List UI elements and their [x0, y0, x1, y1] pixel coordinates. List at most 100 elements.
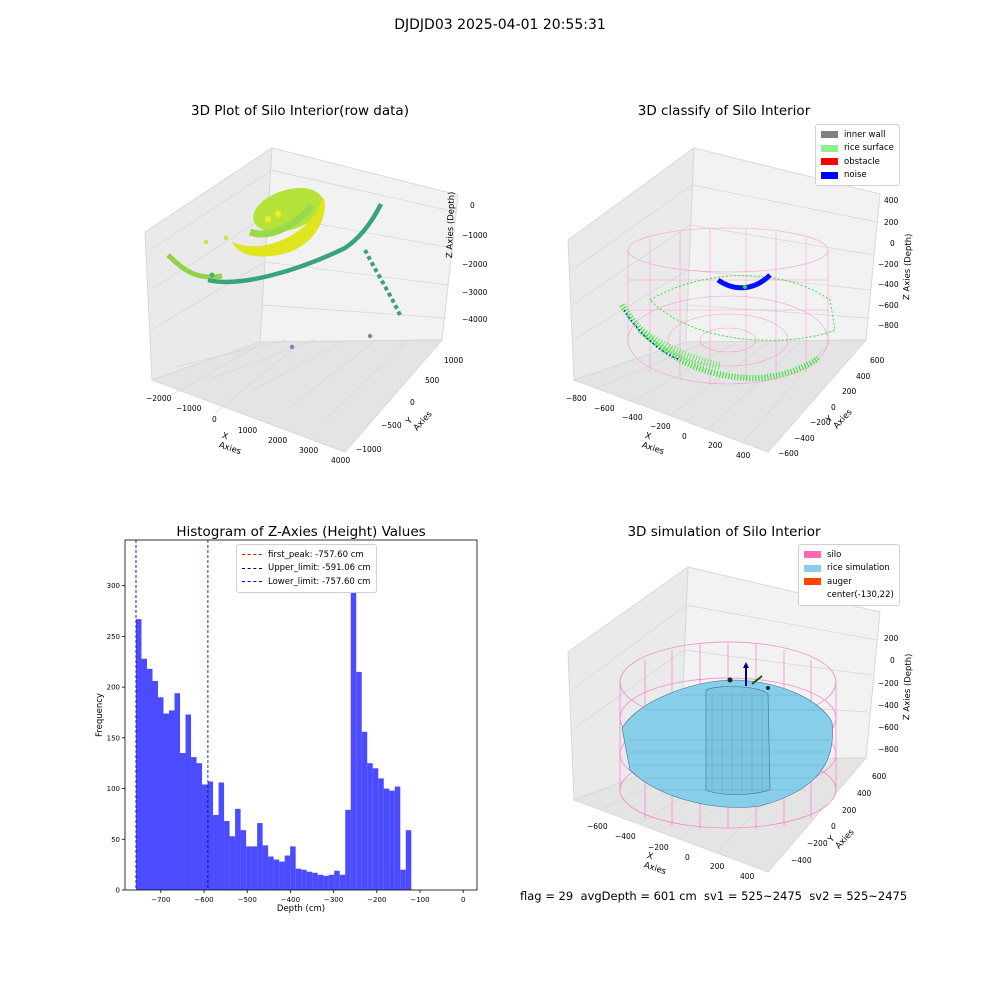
- legend-label: obstacle: [844, 156, 880, 167]
- histogram-y-tick-label: 50: [111, 836, 120, 844]
- classify-y-tick: −600: [778, 449, 799, 458]
- legend-entry: first_peak: -757.60 cm: [242, 548, 371, 562]
- histogram-y-tick-label: 300: [107, 582, 120, 590]
- classify-y-tick: 0: [831, 403, 836, 412]
- histogram-bar: [157, 697, 164, 890]
- classify-z-tick: 0: [890, 239, 895, 248]
- histogram-bar: [317, 874, 324, 890]
- raw-z-tick: −1000: [462, 231, 488, 240]
- legend-label: Upper_limit: -591.06 cm: [268, 563, 371, 574]
- legend-entry: center(-130,22): [804, 589, 894, 603]
- histogram-bar: [273, 859, 280, 890]
- legend-entry: auger: [804, 575, 894, 589]
- histogram-bar: [350, 556, 357, 890]
- sim-y-tick: 0: [831, 822, 836, 831]
- histogram-bar: [191, 757, 197, 890]
- legend-entry: rice surface: [821, 142, 894, 156]
- legend-swatch: [804, 551, 821, 559]
- histogram-bar: [169, 710, 175, 890]
- histogram-bar: [185, 714, 192, 890]
- classify-y-tick: −400: [794, 434, 815, 443]
- legend-entry: rice simulation: [804, 562, 894, 576]
- sim-x-tick: −200: [648, 843, 669, 852]
- legend-entry: obstacle: [821, 155, 894, 169]
- raw-x-tick: −1000: [176, 404, 202, 413]
- legend-label: inner wall: [844, 129, 886, 140]
- histogram-bar: [378, 778, 384, 890]
- legend-label: first_peak: -757.60 cm: [268, 549, 364, 560]
- sim-legend: silo rice simulation auger center(-130,2…: [798, 544, 900, 606]
- sim-x-tick: 0: [685, 853, 690, 862]
- classify-x-tick: −400: [622, 413, 643, 422]
- raw-y-tick: 500: [425, 376, 440, 385]
- histogram-bar: [284, 855, 291, 890]
- histogram-bar: [301, 869, 307, 890]
- histogram-bar: [383, 788, 390, 890]
- histogram-y-tick-label: 100: [107, 785, 120, 793]
- histogram-bar: [224, 821, 230, 890]
- legend-label: Lower_limit: -757.60 cm: [268, 576, 371, 587]
- histogram-bar: [163, 713, 170, 890]
- histogram-bar: [251, 846, 258, 890]
- classify-z-tick: −400: [878, 280, 899, 289]
- histogram-bar: [218, 782, 225, 890]
- raw-x-tick: 0: [212, 415, 217, 424]
- histogram-bar: [196, 763, 203, 890]
- classify-x-tick: −800: [566, 394, 587, 403]
- histogram-x-tick-label: −100: [410, 896, 429, 904]
- histogram-bar: [262, 845, 269, 890]
- raw-z-tick: −2000: [462, 260, 488, 269]
- histogram-bar: [290, 846, 296, 890]
- histogram-x-tick-label: −200: [367, 896, 386, 904]
- sim-z-tick: 0: [890, 656, 895, 665]
- raw-plot-title: 3D Plot of Silo Interior(row data): [191, 103, 409, 119]
- histogram-title: Histogram of Z-Axies (Height) Values: [176, 524, 426, 540]
- histogram-bar: [229, 836, 236, 890]
- histogram-x-tick-label: −500: [238, 896, 257, 904]
- legend-swatch: [821, 171, 838, 179]
- sim-y-tick: 600: [872, 772, 887, 781]
- raw-y-tick: 0: [410, 398, 415, 407]
- histogram-bar: [361, 731, 368, 890]
- histogram-bar: [405, 830, 412, 890]
- legend-entry: Lower_limit: -757.60 cm: [242, 575, 371, 589]
- raw-z-tick: 0: [470, 201, 475, 210]
- histogram-bar: [312, 872, 318, 890]
- legend-label: auger: [827, 576, 852, 587]
- classify-y-tick: −200: [810, 418, 831, 427]
- status-text: flag = 29 avgDepth = 601 cm sv1 = 525~24…: [520, 889, 908, 903]
- histogram-bar: [295, 868, 302, 890]
- histogram-x-tick-label: −400: [281, 896, 300, 904]
- histogram-y-tick-label: 250: [107, 633, 120, 641]
- classify-y-tick: 600: [870, 356, 885, 365]
- legend-entry: inner wall: [821, 128, 894, 142]
- sim-y-tick: 400: [857, 789, 872, 798]
- histogram-y-tick-label: 150: [107, 734, 120, 742]
- classify-z-tick: −200: [878, 260, 899, 269]
- histogram-bar: [328, 874, 335, 890]
- classify-plot-title: 3D classify of Silo Interior: [637, 103, 811, 119]
- sim-y-tick: −200: [807, 839, 828, 848]
- histogram-bar: [345, 809, 351, 890]
- classify-y-tick: 200: [842, 387, 857, 396]
- sim-z-tick: −200: [878, 679, 899, 688]
- sim-z-tick: −600: [878, 723, 899, 732]
- classify-x-tick: −200: [650, 422, 671, 431]
- classify-y-tick: 400: [856, 372, 871, 381]
- raw-x-tick: 2000: [268, 436, 288, 445]
- histogram-bar: [135, 619, 142, 890]
- histogram-x-tick-label: −600: [194, 896, 213, 904]
- legend-swatch: [804, 592, 821, 599]
- legend-label: rice simulation: [827, 563, 890, 574]
- histogram-bar: [174, 693, 181, 890]
- histogram-bar: [180, 753, 186, 890]
- legend-line: [242, 554, 262, 556]
- classify-z-tick: 200: [884, 218, 899, 227]
- raw-y-tick: −500: [381, 421, 402, 430]
- legend-swatch: [804, 564, 821, 572]
- histogram-bar: [323, 875, 329, 890]
- legend-line: [242, 581, 262, 583]
- legend-line: [242, 567, 262, 569]
